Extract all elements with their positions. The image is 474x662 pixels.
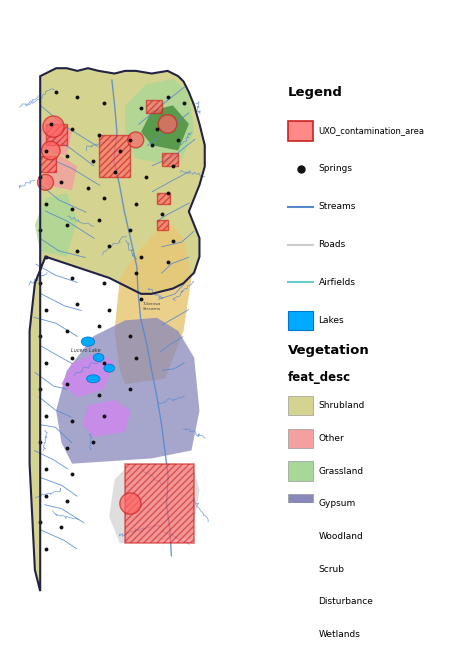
Polygon shape [35, 193, 77, 257]
Circle shape [43, 116, 64, 137]
Bar [288, 310, 313, 330]
Circle shape [42, 141, 60, 160]
Ellipse shape [104, 364, 115, 372]
Bar [288, 559, 313, 579]
Bar [99, 134, 130, 177]
Polygon shape [82, 400, 130, 437]
Bar [288, 121, 313, 140]
Circle shape [128, 132, 144, 148]
Text: Airfields: Airfields [319, 278, 356, 287]
Bar [157, 220, 168, 230]
Bar [125, 463, 194, 544]
Text: UXO_contamination_area: UXO_contamination_area [319, 126, 425, 136]
Text: Woodland: Woodland [319, 532, 364, 541]
Text: Springs: Springs [319, 164, 353, 173]
Text: Shrubland: Shrubland [319, 401, 365, 410]
Bar [288, 461, 313, 481]
Text: Disturbance: Disturbance [319, 597, 374, 606]
Ellipse shape [82, 337, 95, 346]
Bar [288, 625, 313, 644]
Polygon shape [109, 463, 200, 544]
Bar [288, 527, 313, 546]
Text: Streams: Streams [319, 202, 356, 211]
Text: Scrub: Scrub [319, 565, 345, 573]
Text: Gypsum: Gypsum [319, 499, 356, 508]
Circle shape [120, 493, 141, 514]
Bar [46, 124, 67, 145]
Text: feat_desc: feat_desc [288, 371, 351, 385]
Bar [146, 100, 162, 113]
Text: Other: Other [319, 434, 345, 443]
Text: Tularosa
Streams: Tularosa Streams [143, 302, 161, 310]
Polygon shape [125, 79, 194, 166]
Bar [162, 153, 178, 166]
Bar [288, 494, 313, 514]
Circle shape [37, 174, 54, 190]
Text: Lakes: Lakes [319, 316, 344, 325]
Bar [288, 396, 313, 415]
Text: Vegetation: Vegetation [288, 344, 370, 357]
Text: Roads: Roads [319, 240, 346, 249]
Bar [288, 592, 313, 612]
Text: Wetlands: Wetlands [319, 630, 361, 639]
Polygon shape [141, 105, 189, 150]
Polygon shape [115, 225, 191, 384]
Polygon shape [62, 352, 115, 397]
Bar [157, 193, 170, 204]
Circle shape [158, 115, 177, 133]
Bar [288, 428, 313, 448]
Text: Legend: Legend [288, 85, 343, 99]
Polygon shape [29, 68, 205, 591]
Polygon shape [40, 118, 72, 156]
Ellipse shape [87, 375, 100, 383]
Polygon shape [46, 156, 77, 190]
Polygon shape [56, 318, 200, 463]
Text: Lucero Lake: Lucero Lake [71, 348, 100, 354]
Ellipse shape [93, 354, 104, 361]
Bar [40, 156, 56, 171]
Text: Grassland: Grassland [319, 467, 364, 475]
